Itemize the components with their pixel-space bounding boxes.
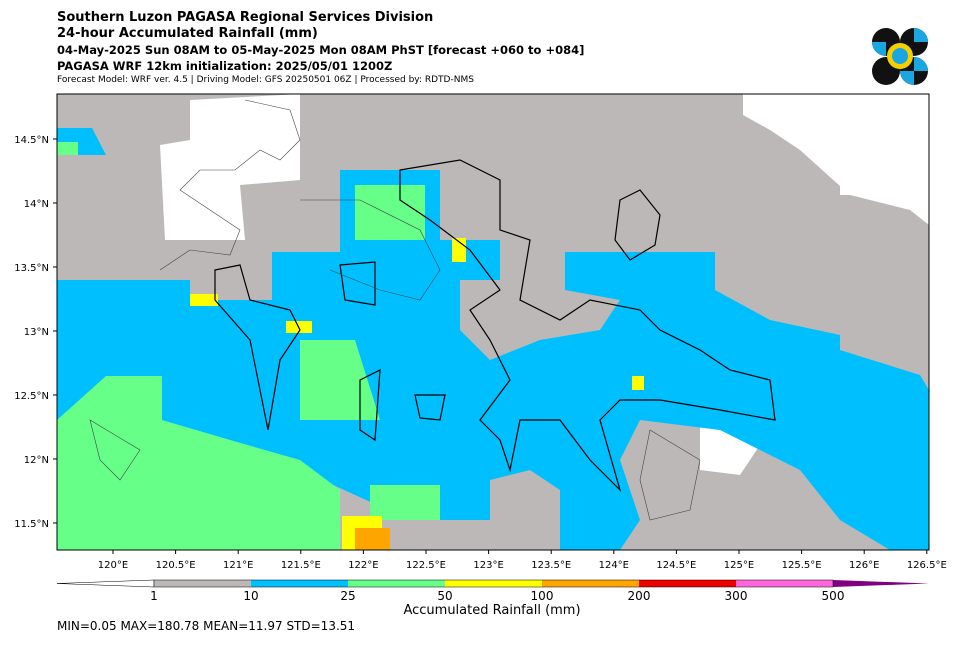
lat-label: 11.5°N [14, 519, 49, 530]
lon-label: 126.5°E [907, 560, 947, 571]
colorbar-segment [639, 580, 736, 587]
colorbar-tick-label: 25 [340, 589, 355, 603]
colorbar-over [833, 580, 929, 587]
colorbar-segment [736, 580, 833, 587]
colorbar-segment [445, 580, 542, 587]
colorbar-segment [154, 580, 251, 587]
rainfall-field [57, 94, 929, 550]
colorbar-label: Accumulated Rainfall (mm) [403, 603, 580, 618]
stats: MIN=0.05 MAX=180.78 MEAN=11.97 STD=13.51 [57, 619, 355, 633]
colorbar-under [56, 579, 155, 588]
initialization: PAGASA WRF 12km initialization: 2025/05/… [57, 59, 393, 73]
lon-label: 122.5°E [406, 560, 446, 571]
colorbar-tick-label: 100 [531, 589, 554, 603]
lon-label: 121°E [223, 560, 253, 571]
lon-label: 120.5°E [156, 560, 196, 571]
period: 04-May-2025 Sun 08AM to 05-May-2025 Mon … [57, 43, 585, 57]
model-info: Forecast Model: WRF ver. 4.5 | Driving M… [57, 75, 474, 85]
lon-label: 126°E [849, 560, 879, 571]
lat-label: 13°N [24, 327, 49, 338]
lon-label: 123°E [473, 560, 503, 571]
lat-label: 12°N [24, 455, 49, 466]
lon-label: 120°E [98, 560, 128, 571]
logo [872, 28, 928, 85]
colorbar-frame [153, 579, 834, 588]
colorbar-tick-label: 500 [822, 589, 845, 603]
colorbar-segment [348, 580, 445, 587]
lon-label: 124°E [599, 560, 629, 571]
lat-label: 12.5°N [14, 391, 49, 402]
colorbar-tick-label: 1 [150, 589, 158, 603]
lat-label: 14°N [24, 199, 49, 210]
colorbar-tick-label: 10 [243, 589, 258, 603]
lon-label: 125°E [724, 560, 754, 571]
colorbar-tick-label: 200 [628, 589, 651, 603]
map-frame [56, 93, 930, 551]
title: Southern Luzon PAGASA Regional Services … [57, 10, 434, 25]
lon-label: 124.5°E [656, 560, 696, 571]
lon-label: 123.5°E [531, 560, 571, 571]
lat-label: 14.5°N [14, 135, 49, 146]
lon-label: 121.5°E [281, 560, 321, 571]
colorbar: 1 10 25 50 100 200 300 500 [56, 579, 929, 603]
lon-label: 125.5°E [782, 560, 822, 571]
lat-label: 13.5°N [14, 263, 49, 274]
lon-label: 122°E [348, 560, 378, 571]
subtitle: 24-hour Accumulated Rainfall (mm) [57, 26, 318, 41]
colorbar-segment [251, 580, 348, 587]
colorbar-segment [542, 580, 639, 587]
colorbar-tick-label: 300 [725, 589, 748, 603]
colorbar-tick-label: 50 [437, 589, 452, 603]
